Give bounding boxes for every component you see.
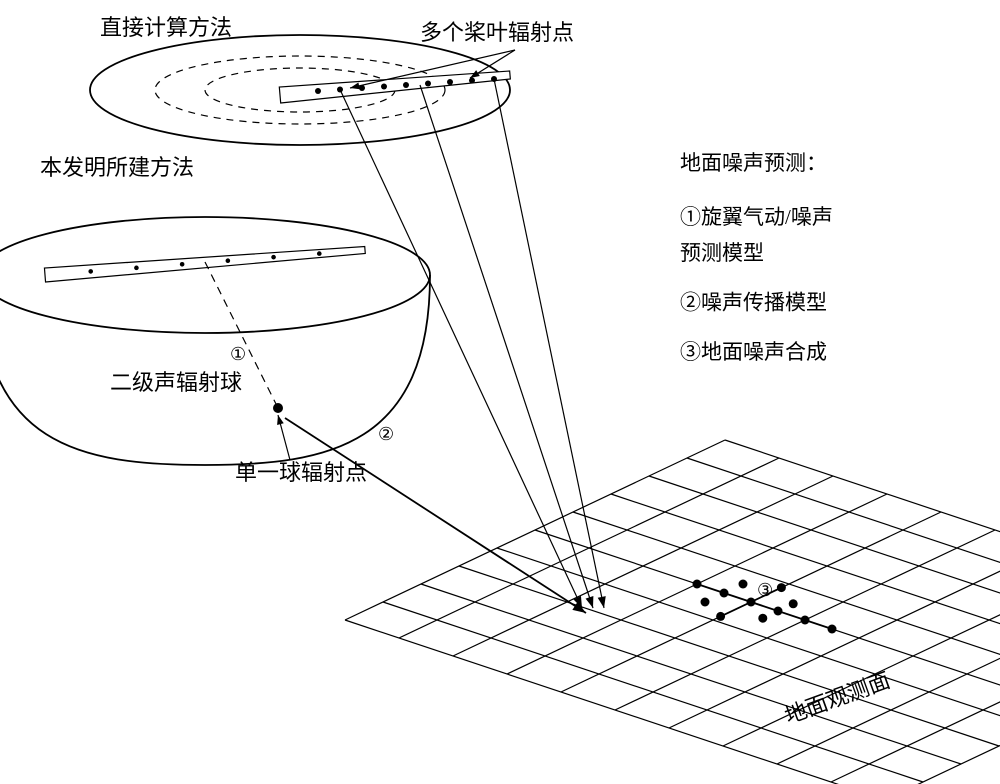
blade-ray — [420, 85, 593, 608]
blade-radiation-point — [425, 81, 431, 87]
ground-point — [720, 589, 729, 598]
ground-point — [739, 580, 748, 589]
blade-ray — [340, 90, 582, 609]
ground-point — [701, 598, 710, 607]
ground-point — [693, 580, 702, 589]
blade-radiation-point — [469, 78, 475, 84]
ground-point — [777, 583, 786, 592]
blade-radiation-point — [381, 84, 387, 90]
blade-radiation-point — [403, 82, 409, 88]
ground-point — [758, 614, 767, 623]
ground-point — [774, 607, 783, 616]
hemisphere-blade — [44, 247, 365, 282]
ground-point — [716, 612, 725, 621]
ground-grid — [345, 440, 1000, 784]
proposed-method-label: 本发明所建方法 — [40, 155, 194, 180]
step2-label: ②噪声传播模型 — [680, 291, 827, 315]
blade-radiation-point — [447, 79, 453, 85]
step1b-label: 预测模型 — [680, 241, 764, 265]
single-sphere-point — [273, 403, 283, 413]
step3-label: ③地面噪声合成 — [680, 340, 827, 364]
circ2-label: ② — [378, 424, 394, 444]
ground-point — [789, 599, 798, 608]
ground-point — [747, 598, 756, 607]
step1-label: ①旋翼气动/噪声 — [680, 205, 833, 229]
blade-ray — [494, 79, 604, 608]
circ1-label: ① — [230, 344, 246, 364]
rotor-disc — [90, 35, 510, 145]
sphere-to-ground-arrow — [285, 418, 586, 613]
direct-method-label: 直接计算方法 — [100, 15, 232, 40]
hemisphere — [0, 217, 430, 465]
single-point-label: 单一球辐射点 — [235, 460, 367, 485]
blade-radiation-point — [315, 88, 321, 94]
ground-point — [801, 616, 810, 625]
ground-point — [828, 625, 837, 634]
ground-plane-label: 地面观测面 — [781, 667, 893, 728]
prediction-title: 地面噪声预测： — [680, 151, 827, 175]
multi-radiation-label: 多个桨叶辐射点 — [420, 20, 574, 45]
circ3-label: ③ — [757, 580, 773, 600]
secondary-sphere-label: 二级声辐射球 — [110, 370, 242, 395]
